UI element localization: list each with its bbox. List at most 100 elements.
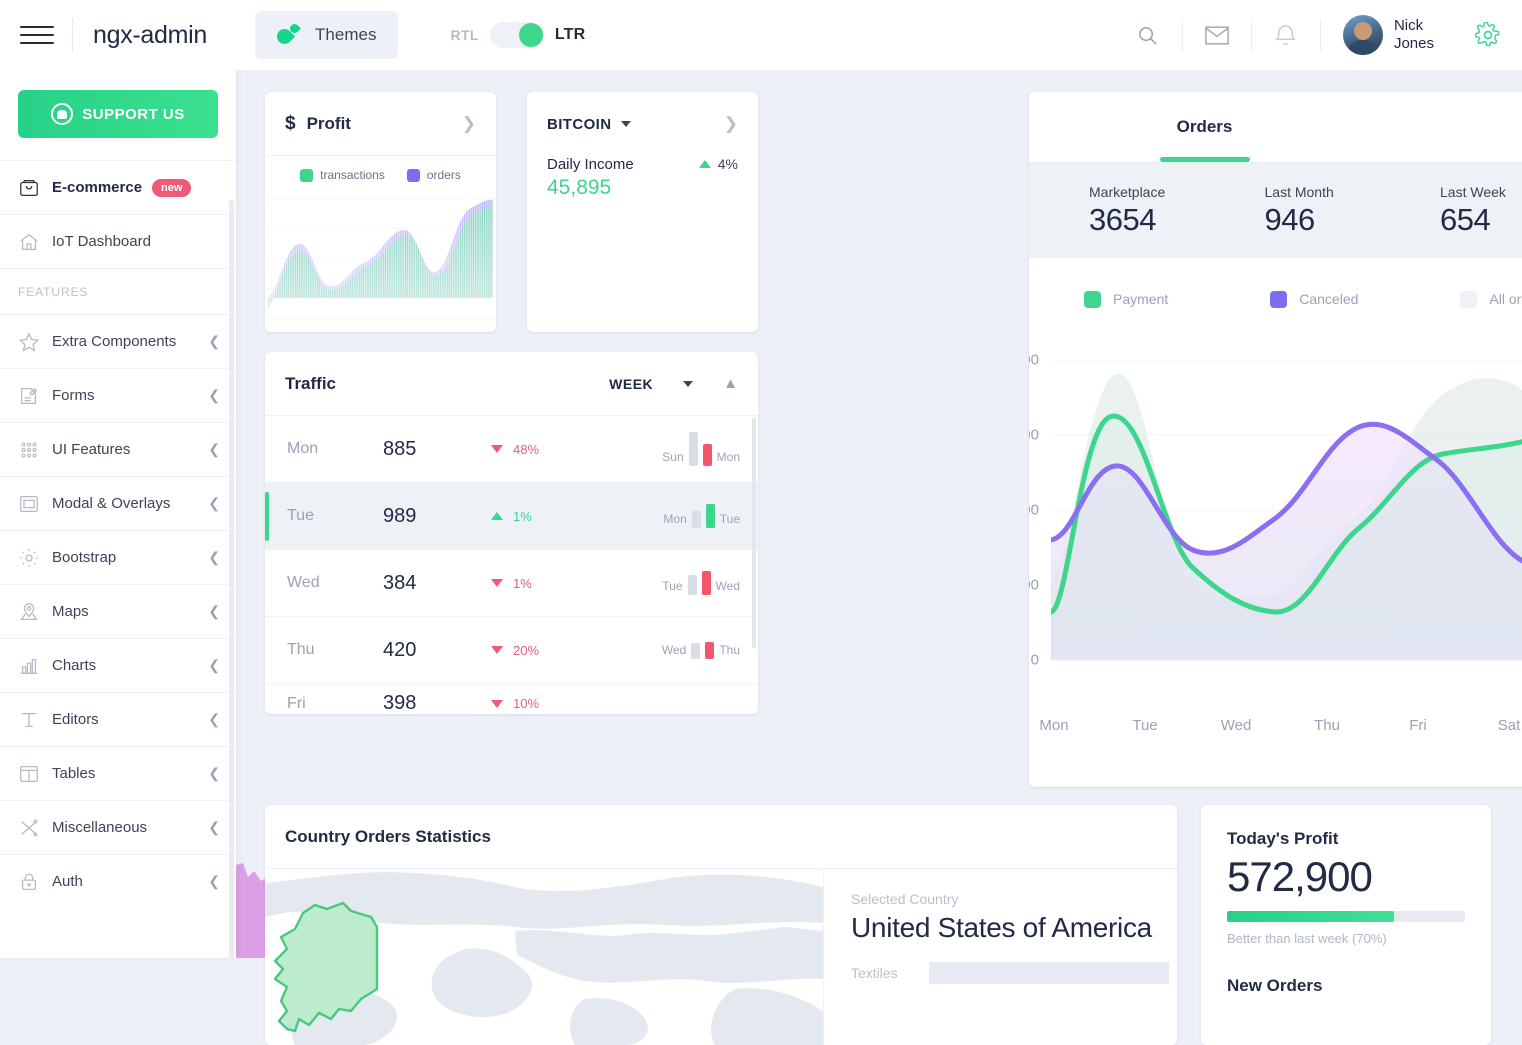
table-row[interactable]: Fri 398 10% bbox=[265, 684, 758, 714]
sidebar-item-charts[interactable]: Charts ❮ bbox=[0, 638, 236, 692]
sidebar-group-features: FEATURES bbox=[0, 268, 236, 314]
bar-previous bbox=[688, 432, 698, 466]
sidebar-item-miscellaneous[interactable]: Miscellaneous ❮ bbox=[0, 800, 236, 854]
chevron-right-icon[interactable]: ❯ bbox=[723, 114, 738, 133]
chevron-left-icon[interactable]: ❮ bbox=[208, 873, 220, 889]
sidebar-item-ui-features[interactable]: UI Features ❮ bbox=[0, 422, 236, 476]
chevron-left-icon[interactable]: ❮ bbox=[208, 549, 220, 565]
y-tick-200: 200 bbox=[1029, 501, 1039, 519]
sidebar-item-extra-components[interactable]: Extra Components ❮ bbox=[0, 314, 236, 368]
x-tick-wed: Wed bbox=[1220, 717, 1252, 734]
support-us-button[interactable]: SUPPORT US bbox=[18, 90, 218, 138]
table-row[interactable]: Wed 384 1% Tue Wed bbox=[265, 550, 758, 617]
sidebar-item-e-commerce[interactable]: E-commerce new bbox=[0, 160, 236, 214]
bitcoin-change: 4% bbox=[698, 156, 738, 172]
legend-item-canceled[interactable]: Canceled bbox=[1270, 290, 1359, 308]
world-map[interactable] bbox=[265, 869, 823, 1045]
traffic-prev-day: Sun bbox=[662, 450, 684, 464]
bitcoin-card-header: BITCOIN ❯ bbox=[527, 92, 758, 156]
triangle-up-icon bbox=[698, 160, 711, 168]
menu-toggle-icon[interactable] bbox=[20, 23, 54, 47]
series-canceled-line bbox=[1051, 421, 1522, 564]
traffic-scrollbar[interactable] bbox=[752, 418, 756, 648]
x-tick-mon: Mon bbox=[1039, 717, 1069, 734]
map-pin-icon bbox=[18, 601, 48, 623]
sidebar-item-iot-dashboard[interactable]: IoT Dashboard bbox=[0, 214, 236, 268]
y-tick-0: 0 bbox=[1030, 651, 1039, 669]
sidebar-item-tables[interactable]: Tables ❮ bbox=[0, 746, 236, 800]
themes-label: Themes bbox=[315, 25, 377, 44]
sidebar: SUPPORT US E-commerce new IoT Dashboard … bbox=[0, 70, 236, 958]
legend-label: Canceled bbox=[1299, 291, 1359, 307]
chevron-left-icon[interactable]: ❮ bbox=[208, 495, 220, 511]
header-divider bbox=[72, 18, 73, 52]
sidebar-item-label: Auth bbox=[52, 873, 83, 890]
themes-button[interactable]: Themes bbox=[255, 11, 399, 59]
table-row[interactable]: Tue 989 1% Mon Tue bbox=[265, 483, 758, 550]
chevron-left-icon[interactable]: ❮ bbox=[208, 441, 220, 457]
series-payment-area bbox=[1051, 415, 1522, 660]
traffic-next-day: Tue bbox=[719, 512, 740, 526]
legend-item-payment[interactable]: Payment bbox=[1084, 290, 1169, 308]
sidebar-item-forms[interactable]: Forms ❮ bbox=[0, 368, 236, 422]
sidebar-item-bootstrap[interactable]: Bootstrap ❮ bbox=[0, 530, 236, 584]
search-icon[interactable] bbox=[1114, 0, 1182, 70]
bell-icon[interactable] bbox=[1252, 0, 1320, 70]
edit-document-icon bbox=[18, 385, 48, 407]
sidebar-scrollbar[interactable] bbox=[229, 200, 234, 958]
traffic-mini-bars: Sun Mon bbox=[662, 432, 740, 466]
chevron-down-icon[interactable] bbox=[683, 380, 694, 387]
chevron-down-icon[interactable] bbox=[621, 121, 632, 127]
category-bar-row: Textiles bbox=[851, 961, 1177, 984]
chevron-left-icon[interactable]: ❮ bbox=[208, 765, 220, 781]
country-card-header: Country Orders Statistics bbox=[265, 805, 1177, 869]
x-tick-sat: Sat bbox=[1497, 717, 1521, 734]
traffic-day: Mon bbox=[287, 440, 319, 457]
traffic-prev-day: Mon bbox=[663, 512, 687, 526]
collapse-icon[interactable]: ▲ bbox=[723, 375, 738, 392]
table-row[interactable]: Thu 420 20% Wed Thu bbox=[265, 617, 758, 684]
traffic-period-label[interactable]: WEEK bbox=[609, 375, 654, 392]
legend-item-all-orders[interactable]: All orders bbox=[1460, 290, 1522, 308]
chevron-left-icon[interactable]: ❮ bbox=[208, 711, 220, 727]
orders-line-chart: 400 300 200 100 0 bbox=[1029, 340, 1522, 734]
direction-toggle[interactable]: RTL LTR bbox=[450, 22, 585, 48]
selected-country-pane: Selected Country United States of Americ… bbox=[824, 869, 1177, 1045]
traffic-value: 384 bbox=[383, 571, 417, 594]
support-us-label: SUPPORT US bbox=[82, 105, 185, 123]
table-row[interactable]: Mon 885 48% Sun Mon bbox=[265, 416, 758, 483]
sidebar-item-label: IoT Dashboard bbox=[52, 233, 151, 250]
direction-switch[interactable] bbox=[489, 22, 544, 48]
gear-icon[interactable] bbox=[1454, 0, 1522, 70]
progress-caption: Better than last week (70%) bbox=[1227, 931, 1387, 946]
legend-swatch bbox=[1084, 290, 1101, 308]
traffic-delta: 1% bbox=[491, 509, 603, 524]
sidebar-item-auth[interactable]: Auth ❮ bbox=[0, 854, 236, 908]
stat-last-week: Last Week 654 bbox=[1380, 184, 1522, 238]
legend-label: Payment bbox=[1113, 291, 1169, 307]
chevron-right-icon[interactable]: ❯ bbox=[461, 113, 476, 133]
rtl-label: RTL bbox=[450, 27, 479, 43]
legend-swatch bbox=[1460, 290, 1478, 308]
x-tick-thu: Thu bbox=[1314, 717, 1340, 734]
shop-bag-icon bbox=[18, 177, 48, 199]
envelope-icon[interactable] bbox=[1183, 0, 1251, 70]
sidebar-item-maps[interactable]: Maps ❮ bbox=[0, 584, 236, 638]
chevron-left-icon[interactable]: ❮ bbox=[208, 387, 220, 403]
app-brand[interactable]: ngx-admin bbox=[93, 20, 208, 49]
tab-profit[interactable]: Profit bbox=[1380, 92, 1522, 162]
user-menu[interactable]: Nick Jones bbox=[1321, 15, 1454, 55]
user-last-name: Jones bbox=[1393, 35, 1434, 52]
legend-label: orders bbox=[426, 168, 461, 182]
stat-value: 654 bbox=[1440, 201, 1491, 237]
sidebar-item-modal-overlays[interactable]: Modal & Overlays ❮ bbox=[0, 476, 236, 530]
sidebar-item-editors[interactable]: Editors ❮ bbox=[0, 692, 236, 746]
traffic-delta: 10% bbox=[491, 696, 603, 711]
orders-tabs: Orders Profit bbox=[1029, 92, 1522, 162]
progress-bar-fill bbox=[1227, 911, 1394, 922]
tab-orders[interactable]: Orders bbox=[1029, 92, 1380, 162]
chevron-left-icon[interactable]: ❮ bbox=[208, 819, 220, 835]
chevron-left-icon[interactable]: ❮ bbox=[208, 657, 220, 673]
chevron-left-icon[interactable]: ❮ bbox=[208, 333, 220, 349]
chevron-left-icon[interactable]: ❮ bbox=[208, 603, 220, 619]
